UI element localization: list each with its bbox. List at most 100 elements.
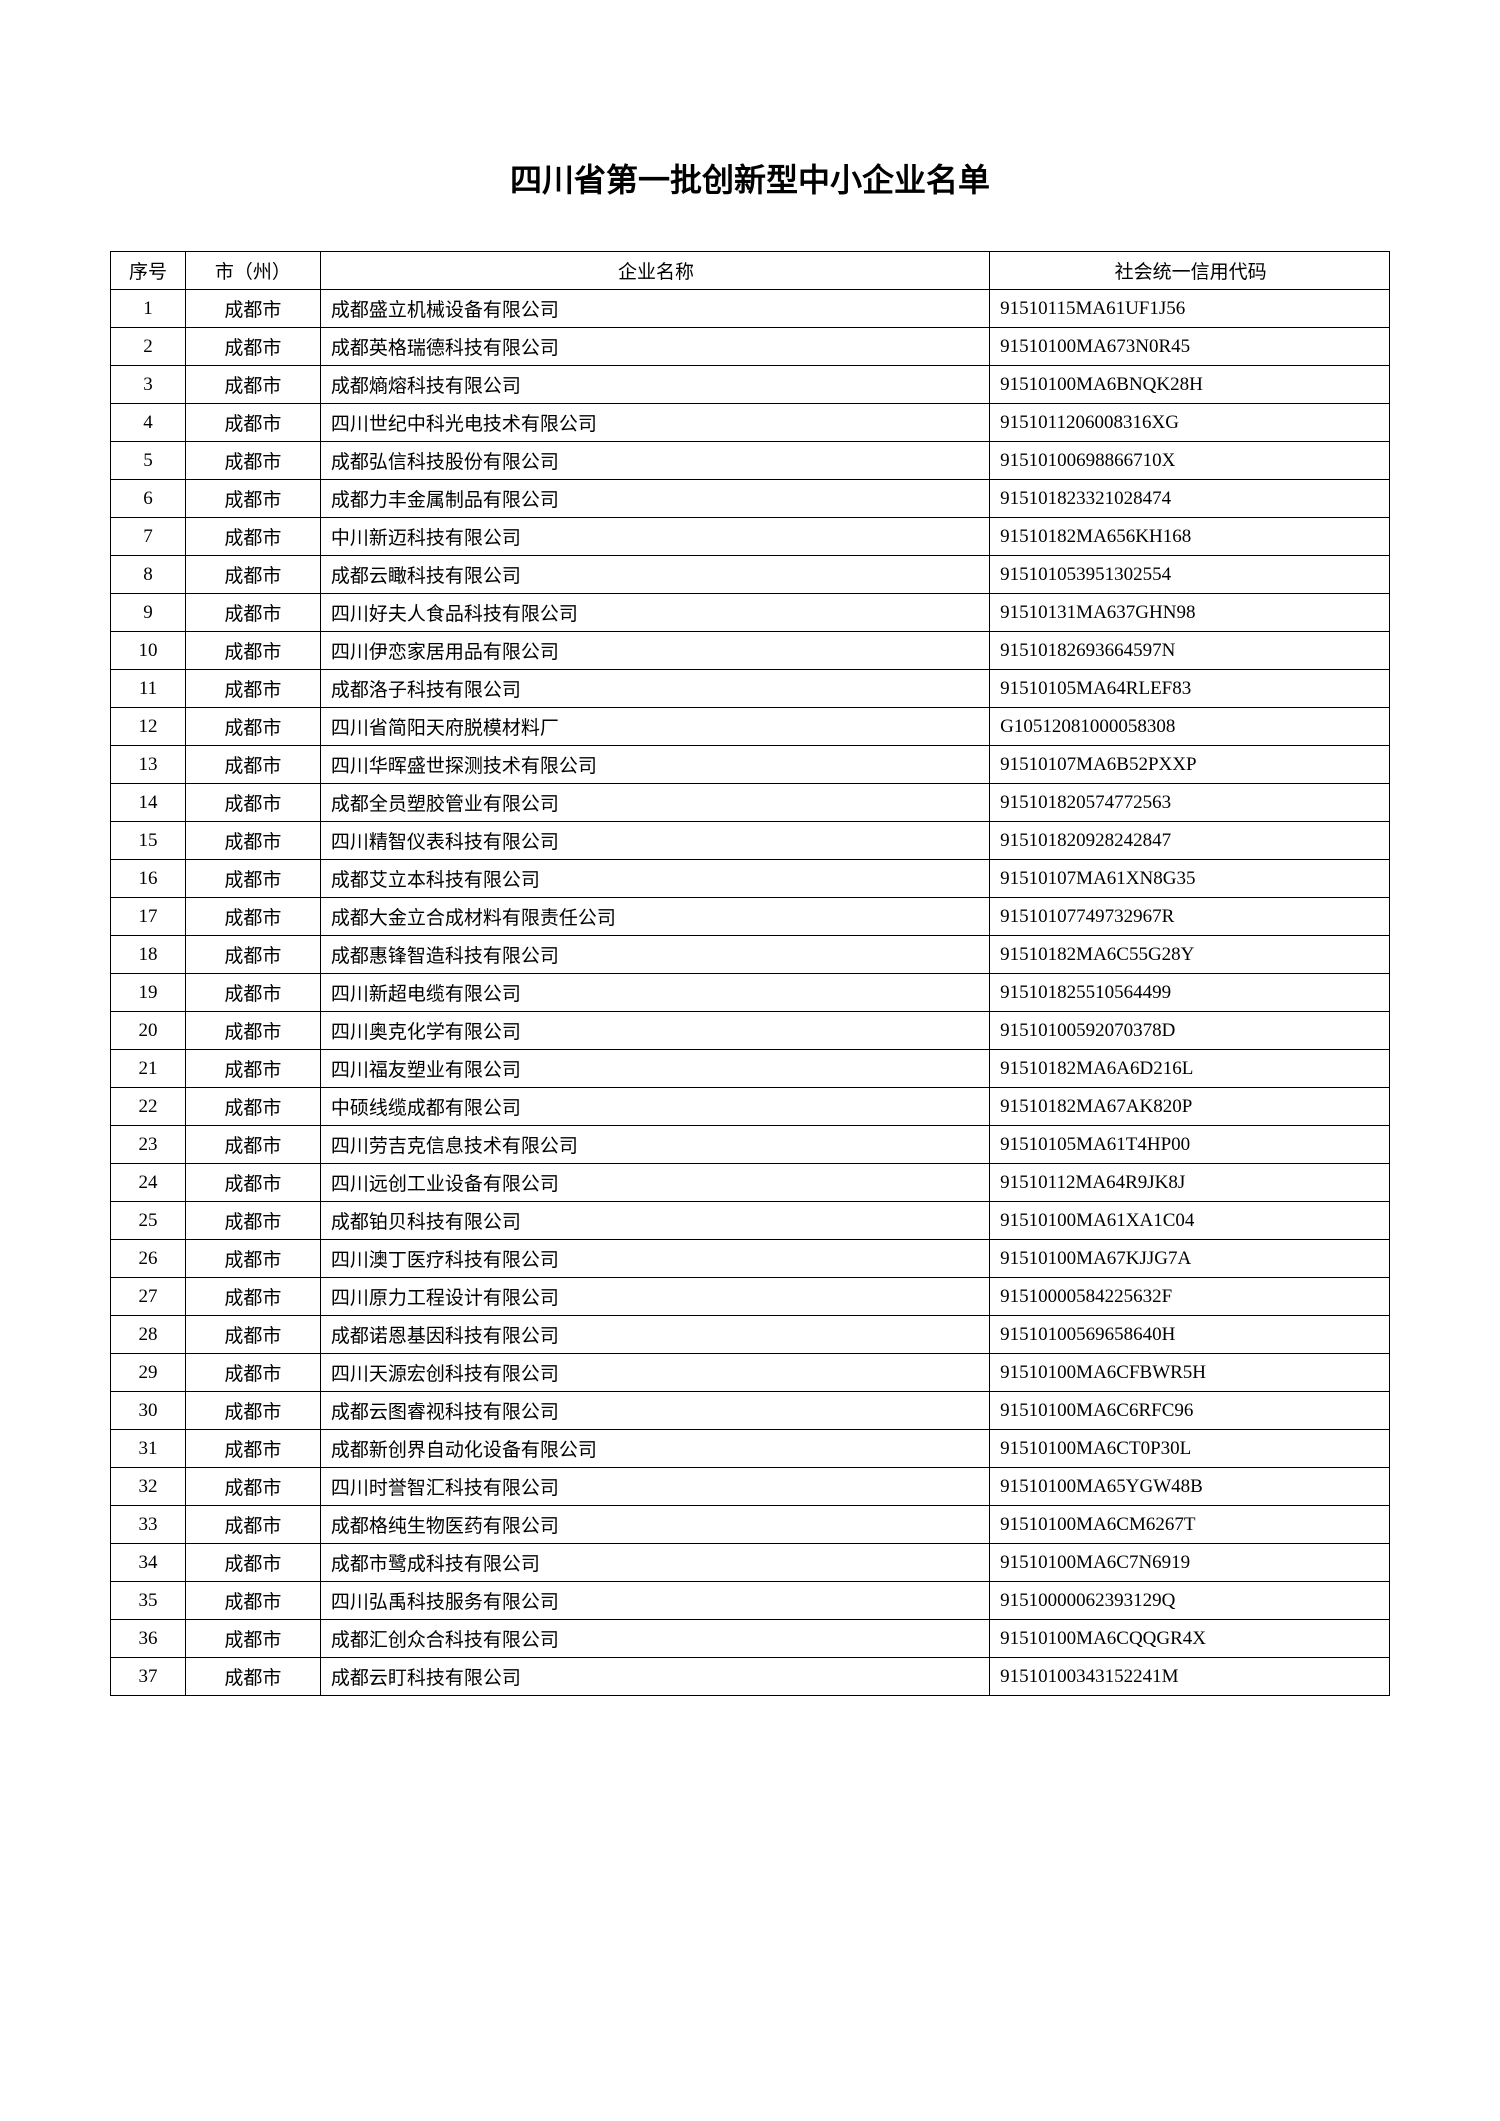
table-row: 25成都市成都铂贝科技有限公司91510100MA61XA1C04 <box>111 1202 1390 1240</box>
table-row: 31成都市成都新创界自动化设备有限公司91510100MA6CT0P30L <box>111 1430 1390 1468</box>
cell-city: 成都市 <box>185 1620 320 1658</box>
cell-code: 91510100MA6CFBWR5H <box>990 1354 1390 1392</box>
cell-num: 21 <box>111 1050 186 1088</box>
cell-num: 9 <box>111 594 186 632</box>
cell-num: 12 <box>111 708 186 746</box>
cell-code: 91510100MA6C7N6919 <box>990 1544 1390 1582</box>
table-row: 27成都市四川原力工程设计有限公司91510000584225632F <box>111 1278 1390 1316</box>
cell-num: 31 <box>111 1430 186 1468</box>
cell-code: 915101825510564499 <box>990 974 1390 1012</box>
cell-city: 成都市 <box>185 480 320 518</box>
cell-city: 成都市 <box>185 1430 320 1468</box>
table-row: 12成都市四川省简阳天府脱模材料厂G10512081000058308 <box>111 708 1390 746</box>
cell-num: 26 <box>111 1240 186 1278</box>
cell-num: 17 <box>111 898 186 936</box>
cell-code: 91510107MA6B52PXXP <box>990 746 1390 784</box>
cell-num: 37 <box>111 1658 186 1696</box>
cell-code: 91510182MA6C55G28Y <box>990 936 1390 974</box>
table-row: 8成都市成都云瞰科技有限公司915101053951302554 <box>111 556 1390 594</box>
cell-city: 成都市 <box>185 594 320 632</box>
cell-city: 成都市 <box>185 1354 320 1392</box>
cell-code: 91510115MA61UF1J56 <box>990 290 1390 328</box>
cell-code: 91510100698866710X <box>990 442 1390 480</box>
cell-city: 成都市 <box>185 1316 320 1354</box>
cell-city: 成都市 <box>185 518 320 556</box>
cell-company: 成都弘信科技股份有限公司 <box>320 442 989 480</box>
table-row: 14成都市成都全员塑胶管业有限公司915101820574772563 <box>111 784 1390 822</box>
cell-num: 6 <box>111 480 186 518</box>
cell-num: 22 <box>111 1088 186 1126</box>
cell-company: 成都艾立本科技有限公司 <box>320 860 989 898</box>
cell-company: 四川伊恋家居用品有限公司 <box>320 632 989 670</box>
cell-city: 成都市 <box>185 670 320 708</box>
table-row: 1成都市成都盛立机械设备有限公司91510115MA61UF1J56 <box>111 290 1390 328</box>
cell-company: 四川时誉智汇科技有限公司 <box>320 1468 989 1506</box>
cell-num: 23 <box>111 1126 186 1164</box>
cell-num: 14 <box>111 784 186 822</box>
cell-city: 成都市 <box>185 1012 320 1050</box>
cell-num: 35 <box>111 1582 186 1620</box>
cell-num: 20 <box>111 1012 186 1050</box>
cell-num: 5 <box>111 442 186 480</box>
cell-company: 四川世纪中科光电技术有限公司 <box>320 404 989 442</box>
cell-code: 91510112MA64R9JK8J <box>990 1164 1390 1202</box>
table-body: 1成都市成都盛立机械设备有限公司91510115MA61UF1J562成都市成都… <box>111 290 1390 1696</box>
cell-company: 成都力丰金属制品有限公司 <box>320 480 989 518</box>
cell-city: 成都市 <box>185 708 320 746</box>
cell-code: 91510182MA6A6D216L <box>990 1050 1390 1088</box>
cell-code: 91510000062393129Q <box>990 1582 1390 1620</box>
cell-code: 91510182MA656KH168 <box>990 518 1390 556</box>
header-num: 序号 <box>111 252 186 290</box>
cell-city: 成都市 <box>185 1278 320 1316</box>
cell-num: 3 <box>111 366 186 404</box>
cell-company: 成都汇创众合科技有限公司 <box>320 1620 989 1658</box>
cell-code: 915101820574772563 <box>990 784 1390 822</box>
cell-city: 成都市 <box>185 1658 320 1696</box>
table-row: 34成都市成都市鹭成科技有限公司91510100MA6C7N6919 <box>111 1544 1390 1582</box>
cell-company: 中川新迈科技有限公司 <box>320 518 989 556</box>
cell-num: 16 <box>111 860 186 898</box>
cell-company: 成都市鹭成科技有限公司 <box>320 1544 989 1582</box>
table-header-row: 序号 市（州） 企业名称 社会统一信用代码 <box>111 252 1390 290</box>
cell-city: 成都市 <box>185 1088 320 1126</box>
cell-company: 四川好夫人食品科技有限公司 <box>320 594 989 632</box>
cell-num: 28 <box>111 1316 186 1354</box>
cell-num: 10 <box>111 632 186 670</box>
cell-num: 1 <box>111 290 186 328</box>
cell-code: 91510105MA64RLEF83 <box>990 670 1390 708</box>
cell-code: 91510100MA65YGW48B <box>990 1468 1390 1506</box>
cell-company: 成都英格瑞德科技有限公司 <box>320 328 989 366</box>
header-city: 市（州） <box>185 252 320 290</box>
cell-code: 91510182693664597N <box>990 632 1390 670</box>
cell-city: 成都市 <box>185 1126 320 1164</box>
cell-company: 成都惠锋智造科技有限公司 <box>320 936 989 974</box>
cell-company: 四川省简阳天府脱模材料厂 <box>320 708 989 746</box>
table-row: 26成都市四川澳丁医疗科技有限公司91510100MA67KJJG7A <box>111 1240 1390 1278</box>
cell-code: 91510107MA61XN8G35 <box>990 860 1390 898</box>
page-title: 四川省第一批创新型中小企业名单 <box>110 155 1390 201</box>
cell-num: 25 <box>111 1202 186 1240</box>
table-row: 35成都市四川弘禹科技服务有限公司91510000062393129Q <box>111 1582 1390 1620</box>
table-row: 21成都市四川福友塑业有限公司91510182MA6A6D216L <box>111 1050 1390 1088</box>
cell-num: 24 <box>111 1164 186 1202</box>
cell-city: 成都市 <box>185 974 320 1012</box>
table-row: 37成都市成都云盯科技有限公司91510100343152241M <box>111 1658 1390 1696</box>
cell-code: 915101823321028474 <box>990 480 1390 518</box>
cell-num: 2 <box>111 328 186 366</box>
cell-company: 四川弘禹科技服务有限公司 <box>320 1582 989 1620</box>
cell-num: 19 <box>111 974 186 1012</box>
table-row: 9成都市四川好夫人食品科技有限公司91510131MA637GHN98 <box>111 594 1390 632</box>
cell-city: 成都市 <box>185 556 320 594</box>
cell-code: 9151011206008316XG <box>990 404 1390 442</box>
cell-city: 成都市 <box>185 366 320 404</box>
cell-code: 91510100343152241M <box>990 1658 1390 1696</box>
table-row: 36成都市成都汇创众合科技有限公司91510100MA6CQQGR4X <box>111 1620 1390 1658</box>
cell-code: 91510105MA61T4HP00 <box>990 1126 1390 1164</box>
cell-num: 11 <box>111 670 186 708</box>
cell-company: 四川福友塑业有限公司 <box>320 1050 989 1088</box>
table-row: 28成都市成都诺恩基因科技有限公司91510100569658640H <box>111 1316 1390 1354</box>
table-row: 5成都市成都弘信科技股份有限公司91510100698866710X <box>111 442 1390 480</box>
cell-company: 四川澳丁医疗科技有限公司 <box>320 1240 989 1278</box>
document-page: 四川省第一批创新型中小企业名单 序号 市（州） 企业名称 社会统一信用代码 1成… <box>0 0 1500 1846</box>
header-code: 社会统一信用代码 <box>990 252 1390 290</box>
